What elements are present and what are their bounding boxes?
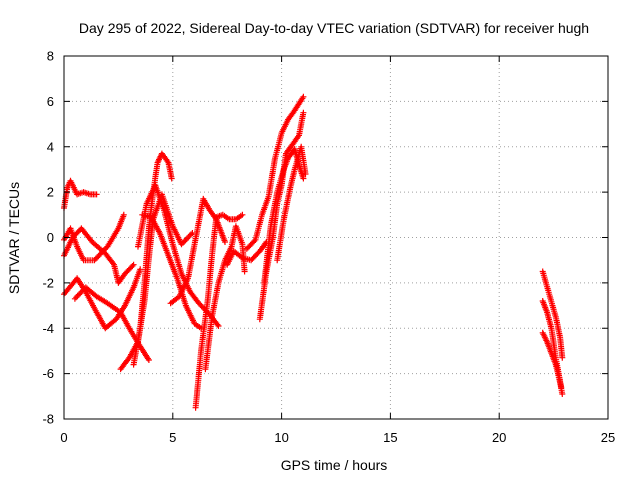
series-s17 [274, 143, 309, 264]
ticks: 0 5 10 15 20 25 -8 -6 -4 -2 0 2 4 6 8 [42, 49, 615, 446]
series-s13 [224, 239, 270, 268]
y-tick-label: -6 [42, 366, 54, 381]
data-point-markers [224, 239, 270, 268]
series-s18 [539, 268, 566, 361]
data-point-markers [130, 150, 175, 368]
series-s20 [539, 329, 566, 397]
plot-marks [61, 93, 566, 411]
x-tick-label: 15 [383, 430, 397, 445]
series-s14 [243, 93, 307, 252]
y-tick-label: 4 [47, 139, 54, 154]
data-point-markers [539, 268, 566, 361]
grid [64, 56, 608, 419]
data-point-markers [167, 195, 228, 307]
data-point-markers [202, 223, 248, 373]
y-tick-label: 0 [47, 230, 54, 245]
x-tick-label: 20 [492, 430, 506, 445]
series-s11 [192, 211, 246, 411]
x-tick-label: 10 [274, 430, 288, 445]
series-s16 [261, 146, 307, 286]
y-tick-label: 8 [47, 49, 54, 64]
y-tick-label: -2 [42, 275, 54, 290]
data-point-markers [539, 329, 566, 397]
series-s10 [167, 195, 228, 307]
data-point-markers [261, 146, 307, 286]
x-tick-label: 0 [60, 430, 67, 445]
y-tick-label: 2 [47, 185, 54, 200]
series-s12 [202, 223, 248, 373]
x-axis-label: GPS time / hours [281, 457, 388, 473]
x-tick-label: 25 [601, 430, 615, 445]
y-tick-label: 6 [47, 94, 54, 109]
series-s7 [130, 150, 175, 368]
chart-title: Day 295 of 2022, Sidereal Day-to-day VTE… [79, 20, 589, 36]
y-tick-label: -4 [42, 321, 54, 336]
y-tick-label: -8 [42, 412, 54, 427]
y-axis-label: SDTVAR / TECUs [6, 182, 22, 294]
data-point-markers [192, 211, 246, 411]
data-point-markers [243, 93, 307, 252]
data-point-markers [274, 143, 309, 264]
x-tick-label: 5 [169, 430, 176, 445]
